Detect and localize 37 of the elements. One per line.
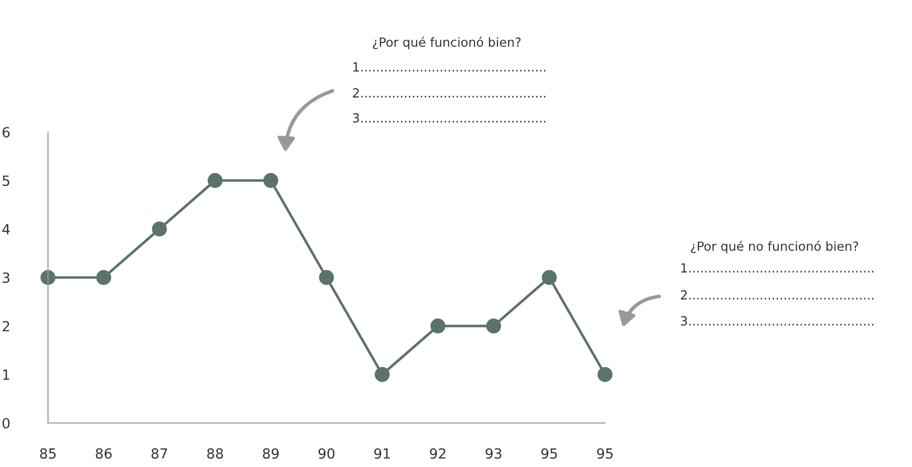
point xyxy=(40,270,56,285)
x-tick-label: 87 xyxy=(152,448,168,459)
x-tick-label: 85 xyxy=(40,448,56,459)
x-tick-label: 90 xyxy=(318,448,334,459)
point xyxy=(319,270,334,285)
text: 3............................................... xyxy=(352,113,546,123)
text: 2............................................... xyxy=(352,88,546,98)
x-tick-label: 95 xyxy=(541,448,557,459)
y-tick-label: 6 xyxy=(2,126,10,138)
text: 1............................................... xyxy=(353,62,546,72)
x-tick-label: 91 xyxy=(374,448,390,459)
point xyxy=(96,270,112,285)
point xyxy=(598,367,612,382)
point xyxy=(486,318,502,334)
text: 3............................................... xyxy=(680,316,874,326)
text: 1............................................... xyxy=(681,263,874,272)
point xyxy=(374,367,390,382)
point xyxy=(152,222,167,236)
y-tick-label: 5 xyxy=(2,176,10,186)
x-tick-label: 89 xyxy=(262,448,279,459)
text: ¿Por qué no funcionó bien? xyxy=(690,240,858,254)
x-tick-label: 88 xyxy=(207,448,223,459)
point xyxy=(208,173,223,188)
y-tick-label: 1 xyxy=(3,370,10,380)
text: 2............................................... xyxy=(680,290,874,300)
x-tick-label: 93 xyxy=(486,448,502,459)
x-tick-label: 86 xyxy=(96,448,112,459)
text: ¿Por qué funcionó bien? xyxy=(372,36,521,50)
x-tick-label: 95 xyxy=(597,448,613,459)
x-tick-label: 92 xyxy=(430,448,446,459)
y-tick-label: 3 xyxy=(2,272,10,283)
y-tick-label: 2 xyxy=(2,320,10,332)
point xyxy=(430,318,446,334)
point xyxy=(542,270,557,285)
y-tick-label: 0 xyxy=(2,418,10,428)
y-tick-label: 4 xyxy=(2,224,10,234)
point xyxy=(263,173,278,188)
